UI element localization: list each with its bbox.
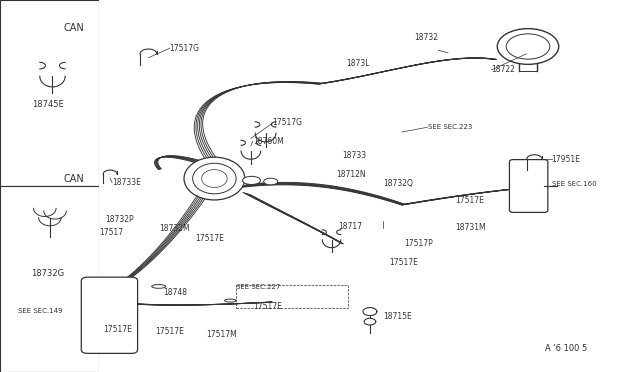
Text: 18722: 18722	[492, 65, 515, 74]
Bar	[0, 0, 99, 186]
Text: SEE SEC.227: SEE SEC.227	[236, 284, 280, 290]
Text: SEE SEC.149: SEE SEC.149	[18, 308, 63, 314]
Text: 18732M: 18732M	[159, 224, 189, 233]
Text: 17517E: 17517E	[104, 325, 132, 334]
Text: 18732: 18732	[415, 33, 438, 42]
Text: 17517E: 17517E	[253, 302, 282, 311]
Circle shape	[497, 29, 559, 64]
Text: 18748: 18748	[163, 288, 187, 296]
Text: 17951E: 17951E	[552, 155, 580, 164]
Text: 18745E: 18745E	[32, 100, 64, 109]
Text: 1873L: 1873L	[346, 59, 370, 68]
Ellipse shape	[243, 176, 260, 185]
Ellipse shape	[264, 178, 278, 185]
Text: 18712N: 18712N	[336, 170, 365, 179]
Text: 18732G: 18732G	[31, 269, 65, 278]
Text: 17517E: 17517E	[456, 196, 484, 205]
Text: 18732P: 18732P	[106, 215, 134, 224]
Ellipse shape	[152, 285, 166, 288]
Text: 18733: 18733	[342, 151, 367, 160]
Bar	[99, 0, 640, 372]
Text: 17517G: 17517G	[272, 118, 302, 127]
Bar	[0, 186, 99, 372]
FancyBboxPatch shape	[81, 277, 138, 353]
Text: 18733E: 18733E	[112, 178, 141, 187]
Text: CAN: CAN	[63, 23, 84, 33]
Text: SEE SEC.160: SEE SEC.160	[552, 181, 596, 187]
Bar	[236, 285, 348, 308]
Text: 18732Q: 18732Q	[383, 179, 413, 187]
Text: 17517E: 17517E	[195, 234, 224, 243]
Ellipse shape	[193, 163, 236, 194]
Text: CAN: CAN	[63, 174, 84, 183]
Ellipse shape	[184, 157, 245, 200]
Text: 18760M: 18760M	[253, 137, 284, 146]
Text: 17517E: 17517E	[389, 258, 418, 267]
Text: 17517P: 17517P	[404, 239, 433, 248]
Text: 17517M: 17517M	[206, 330, 237, 339]
Text: 17517G: 17517G	[170, 44, 200, 53]
FancyBboxPatch shape	[509, 160, 548, 212]
Text: 17517: 17517	[99, 228, 124, 237]
Ellipse shape	[225, 299, 236, 302]
Text: 18731M: 18731M	[456, 223, 486, 232]
Text: 18717: 18717	[338, 222, 362, 231]
Text: A '6 100 5: A '6 100 5	[545, 344, 588, 353]
Text: SEE SEC.223: SEE SEC.223	[428, 124, 472, 130]
Text: 17517E: 17517E	[155, 327, 184, 336]
Text: 18715E: 18715E	[383, 312, 412, 321]
